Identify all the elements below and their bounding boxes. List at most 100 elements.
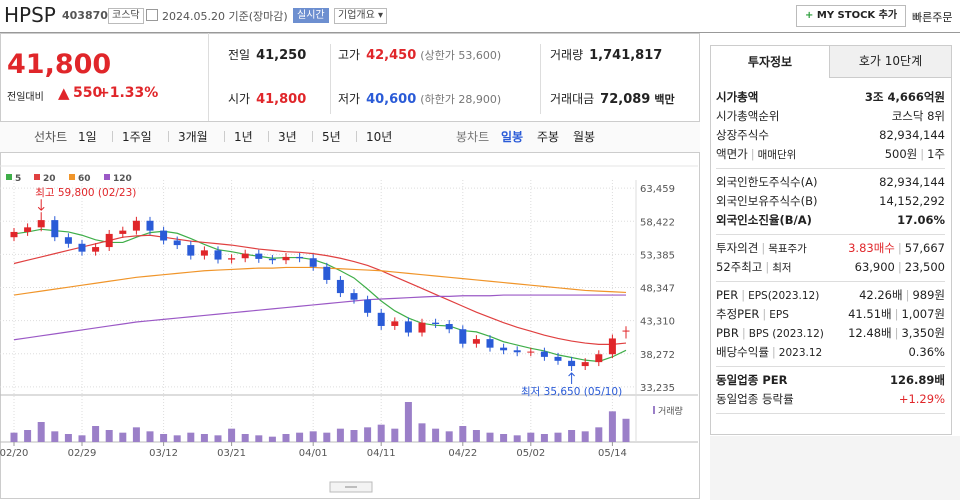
side-tab-active[interactable]: 투자정보 bbox=[711, 46, 830, 78]
candle-body bbox=[92, 247, 100, 252]
stats-divider bbox=[540, 44, 541, 114]
period-tab[interactable]: 5년 bbox=[322, 130, 341, 144]
row-label: 추정PER | EPS bbox=[716, 305, 789, 324]
legend-swatch bbox=[69, 174, 75, 180]
tab-sep bbox=[312, 131, 313, 142]
stat-value: 42,450 bbox=[366, 48, 417, 63]
candle-tab[interactable]: 주봉 bbox=[537, 130, 560, 144]
volume-bar bbox=[105, 430, 113, 442]
candle-body bbox=[432, 322, 440, 324]
sep: | bbox=[750, 147, 755, 161]
stat-value: 40,600 bbox=[366, 92, 417, 107]
x-tick-label: 04/22 bbox=[448, 448, 477, 459]
volume-bar bbox=[554, 432, 562, 442]
chart: 63,459 58,422 53,385 48,347 43,310 38,272 33,2… bbox=[0, 165, 698, 493]
side-row: 외국인소진율(B/A) 17.06% bbox=[716, 211, 945, 230]
label-part: EPS bbox=[769, 309, 789, 321]
candle-body bbox=[214, 250, 222, 260]
value-part: 3조 4,666억원 bbox=[864, 90, 945, 104]
period-tab[interactable]: 1주일 bbox=[122, 130, 152, 144]
side-row: 상장주식수 82,934,144 bbox=[716, 126, 945, 145]
value-part: 1주 bbox=[927, 147, 945, 161]
sep: | bbox=[765, 260, 770, 274]
side-table: 시가총액 3조 4,666억원 시가총액순위 코스닥 8위 상장주식수 82,934,14… bbox=[716, 84, 945, 414]
stat-value: 1,741,817 bbox=[589, 48, 663, 63]
candle-body bbox=[64, 237, 72, 244]
stat-label: 시가 bbox=[228, 92, 251, 106]
row-label: 52주최고 | 최저 bbox=[716, 258, 792, 277]
y-tick-label: 48,347 bbox=[640, 284, 675, 295]
candle-tab[interactable]: 일봉 bbox=[501, 130, 524, 144]
sep: | bbox=[897, 241, 902, 255]
side-row: 동일업종 등락률 +1.29% bbox=[716, 390, 945, 409]
period-tab[interactable]: 1년 bbox=[234, 130, 253, 144]
stat-note: (하한가 28,900) bbox=[420, 93, 502, 106]
period-tab[interactable]: 3년 bbox=[278, 130, 297, 144]
quick-order[interactable]: 빠른주문 bbox=[912, 11, 953, 24]
value-part: 12.48배 bbox=[848, 326, 892, 340]
period-tab[interactable]: 10년 bbox=[366, 130, 393, 144]
period-tab[interactable]: 1일 bbox=[78, 130, 97, 144]
stat-note: 백만 bbox=[654, 93, 675, 106]
y-tick-label: 53,385 bbox=[640, 250, 675, 261]
label-part: 배당수익률 bbox=[716, 345, 769, 359]
legend-label: 120 bbox=[113, 174, 132, 184]
label-part: BPS (2023.12) bbox=[748, 328, 824, 340]
ma-line bbox=[13, 294, 626, 341]
row-label: 액면가 | 매매단위 bbox=[716, 145, 796, 164]
stat-label: 거래대금 bbox=[550, 92, 595, 106]
legend-swatch bbox=[34, 174, 40, 180]
candle-body bbox=[323, 266, 331, 280]
side-row: 투자의견 | 목표주가 3.83매수 | 57,667 bbox=[716, 239, 945, 258]
row-value: 3조 4,666억원 bbox=[865, 88, 945, 107]
candle-body bbox=[105, 233, 113, 248]
x-tick-label: 02/20 bbox=[0, 448, 28, 459]
y-tick-label: 43,310 bbox=[640, 317, 675, 328]
legend-swatch bbox=[104, 174, 110, 180]
volume-bar bbox=[608, 411, 616, 442]
change-rate: +1.33% bbox=[98, 85, 159, 101]
value-part: 23,500 bbox=[904, 260, 945, 274]
header-line bbox=[0, 32, 960, 33]
candle-body bbox=[554, 356, 562, 361]
volume-bar bbox=[568, 430, 576, 442]
volume-bar bbox=[432, 428, 440, 442]
volume-bar bbox=[527, 432, 535, 442]
legend-label: 20 bbox=[43, 174, 56, 184]
volume-label: 거래량 bbox=[658, 405, 683, 417]
candle-body bbox=[404, 321, 412, 333]
ma-line bbox=[13, 266, 627, 296]
label-part: 52주최고 bbox=[716, 260, 763, 274]
candle-body bbox=[132, 220, 140, 231]
row-value: 0.36% bbox=[908, 343, 945, 362]
realtime-badge[interactable]: 실시간 bbox=[293, 8, 329, 23]
side-tab[interactable]: 호가 10단계 bbox=[830, 46, 951, 78]
overview-button[interactable]: 기업개요 ▾ bbox=[334, 8, 388, 24]
side-row: 액면가 | 매매단위 500원 | 1주 bbox=[716, 145, 945, 164]
side-row: 추정PER | EPS 41.51배 | 1,007원 bbox=[716, 305, 945, 324]
volume-bar bbox=[282, 434, 290, 442]
label-part: 추정PER bbox=[716, 307, 760, 321]
volume-bar bbox=[241, 434, 249, 442]
row-value: 42.26배 | 989원 bbox=[859, 286, 945, 305]
candle-body bbox=[173, 240, 181, 246]
period-tab[interactable]: 3개월 bbox=[178, 130, 208, 144]
ma-line bbox=[13, 234, 627, 345]
tab-bar bbox=[0, 121, 700, 153]
change-label: 전일대비 bbox=[7, 92, 44, 103]
candle-body bbox=[486, 339, 494, 348]
candle-tab[interactable]: 월봉 bbox=[573, 130, 596, 144]
candle-body bbox=[377, 312, 385, 326]
side-row: PER | EPS(2023.12) 42.26배 | 989원 bbox=[716, 286, 945, 305]
mystock-button[interactable]: + MY STOCK 추가 bbox=[796, 5, 907, 27]
tab-sep bbox=[356, 131, 357, 142]
row-label: 동일업종 PER bbox=[716, 371, 787, 390]
candle-body bbox=[622, 330, 630, 332]
candle-body bbox=[282, 256, 290, 261]
volume-bar bbox=[296, 432, 304, 442]
legend-swatch bbox=[6, 174, 12, 180]
overview-text: 기업개요 bbox=[338, 10, 375, 21]
candle-body bbox=[146, 220, 154, 231]
ma-line bbox=[13, 228, 627, 363]
volume-bar bbox=[445, 431, 453, 442]
